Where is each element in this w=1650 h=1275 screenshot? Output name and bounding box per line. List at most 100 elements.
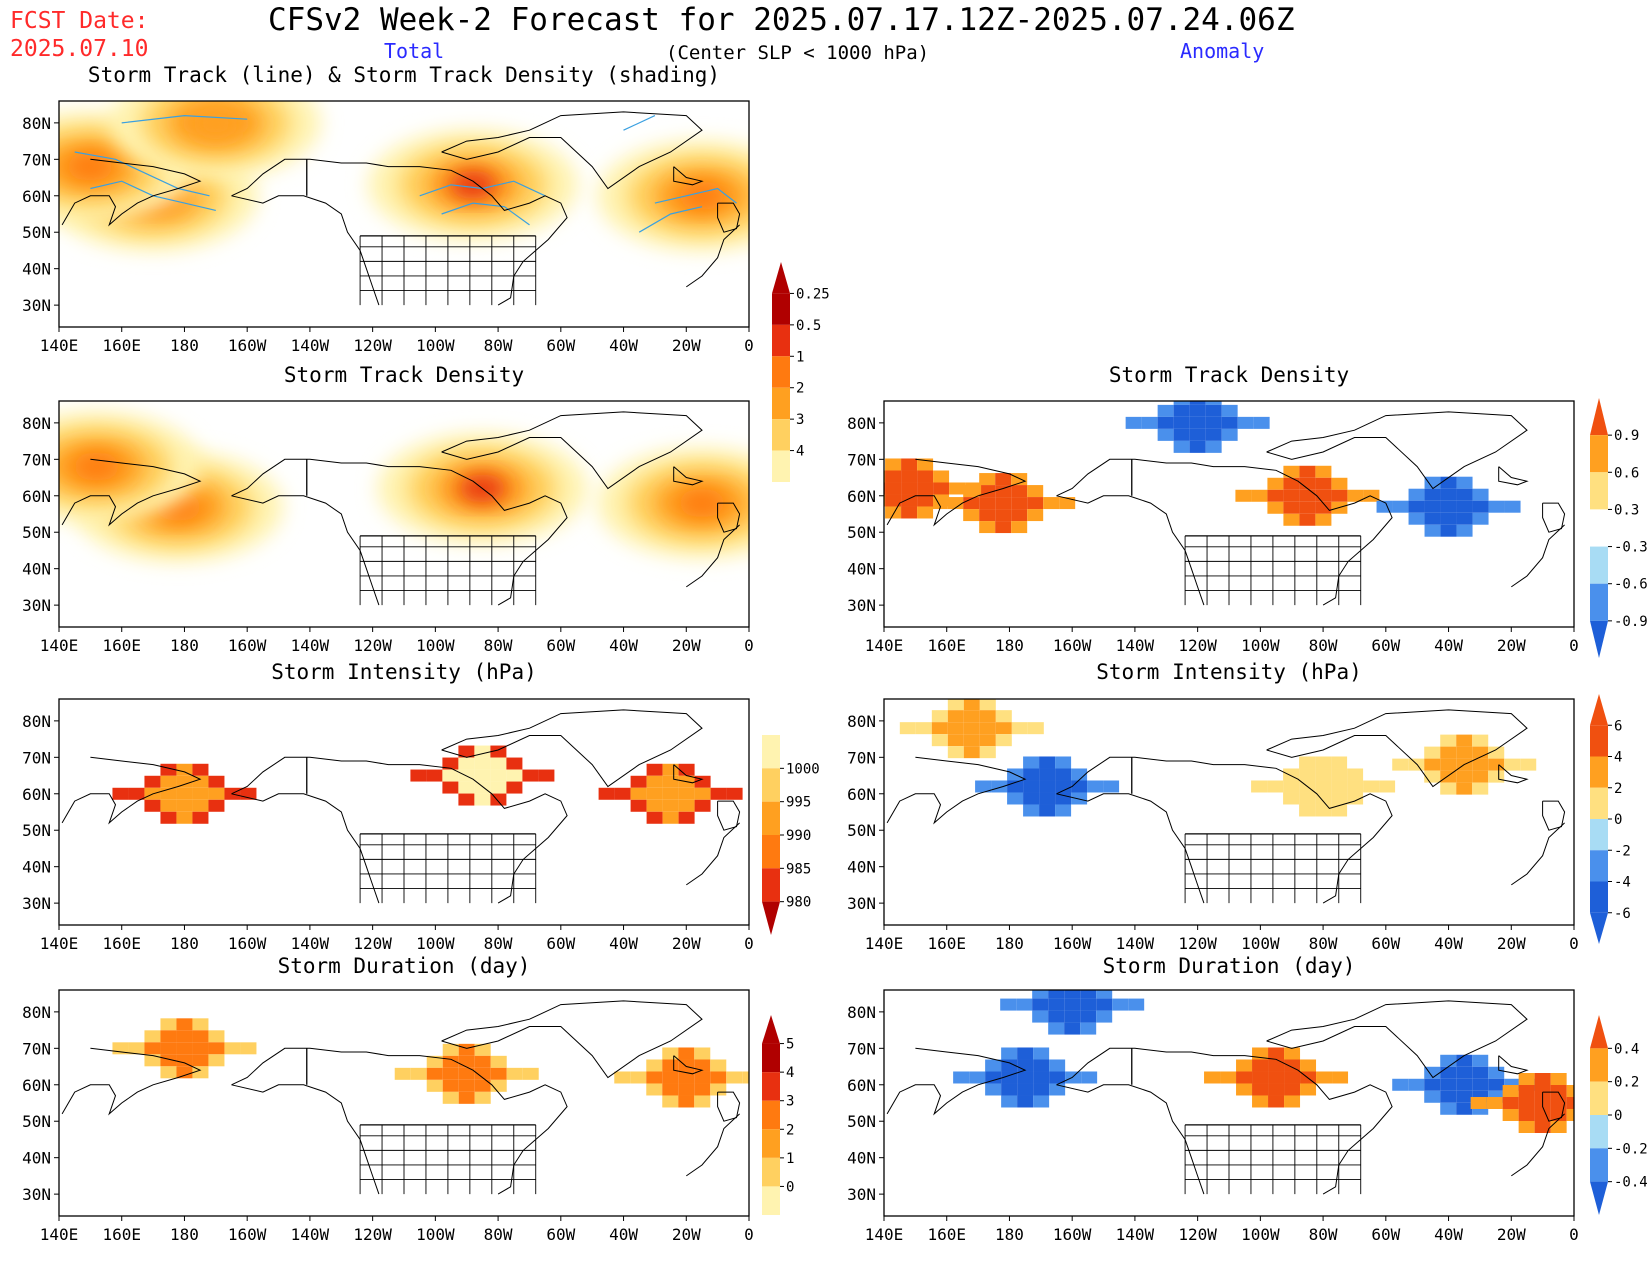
grid-cell xyxy=(1440,746,1457,759)
grid-cell xyxy=(208,1042,225,1055)
grid-cell xyxy=(1456,770,1473,783)
grid-cell xyxy=(931,734,948,747)
grid-cell xyxy=(694,799,711,812)
y-tick-label: 70N xyxy=(22,150,51,169)
coastline xyxy=(717,800,741,831)
grid-cell xyxy=(995,497,1012,510)
grid-cell xyxy=(646,1083,663,1096)
storm-track-line xyxy=(74,151,210,197)
grid-cell xyxy=(1048,998,1065,1011)
colorbar: 6 4 2 0 -2 -4 -6 xyxy=(1590,694,1631,944)
grid-cell xyxy=(176,787,193,800)
grid-cell xyxy=(1299,792,1316,805)
y-tick-label: 70N xyxy=(22,1039,51,1058)
x-tick-label: 120W xyxy=(1178,934,1217,953)
grid-cell xyxy=(1096,1010,1113,1023)
x-tick-label: 40W xyxy=(609,1225,638,1244)
y-tick-label: 80N xyxy=(22,414,51,433)
grid-cell xyxy=(917,506,934,519)
colorbar-segment xyxy=(1590,881,1608,913)
grid-cell xyxy=(1299,804,1316,817)
colorbar-label: 3 xyxy=(786,1094,794,1110)
colorbar-segment xyxy=(762,1100,780,1130)
grid-cell xyxy=(678,1095,695,1108)
grid-cell xyxy=(1408,500,1425,513)
x-tick-label: 160W xyxy=(228,636,267,655)
grid-cell xyxy=(1566,1097,1574,1109)
panel-p7: Storm Duration (day) 140E 160E 180 160W 140W 1… xyxy=(847,954,1648,1244)
x-tick-label: 60W xyxy=(1371,1225,1400,1244)
page-subtitle: (Center SLP < 1000 hPa) xyxy=(666,42,930,64)
panel-frame xyxy=(58,400,750,628)
grid-cell xyxy=(694,1059,711,1072)
coastline xyxy=(1056,756,1393,904)
grid-cell xyxy=(442,757,459,770)
coastline xyxy=(61,756,202,825)
grid-cell xyxy=(160,1054,177,1067)
grid-cell xyxy=(1472,1078,1489,1091)
y-tick-label: 30N xyxy=(22,296,51,315)
grid-cell xyxy=(1347,780,1364,793)
x-tick-label: 140W xyxy=(291,934,330,953)
coastline xyxy=(441,1000,703,1079)
grid-cell xyxy=(1267,477,1284,490)
storm-track-line xyxy=(638,206,703,233)
grid-cell xyxy=(208,799,225,812)
grid-cell xyxy=(1284,1083,1301,1096)
y-tick-label: 80N xyxy=(22,114,51,133)
colorbar-label: -0.4 xyxy=(1614,1175,1648,1191)
grid-cell xyxy=(1331,768,1348,781)
grid-cell xyxy=(646,799,663,812)
grid-cell xyxy=(949,482,966,495)
grid-cell xyxy=(1001,1083,1018,1096)
colorbar-label: 1000 xyxy=(786,761,820,777)
grid-cell xyxy=(1472,1054,1489,1067)
grid-cell xyxy=(1283,501,1300,514)
grid-cell xyxy=(1096,990,1113,999)
grid-cell xyxy=(128,787,145,800)
grid-cell xyxy=(1424,770,1441,783)
fcst-date-value: 2025.07.10 xyxy=(10,36,149,62)
grid-cell xyxy=(985,1083,1002,1096)
colorbar-segment xyxy=(762,1157,780,1187)
grid-cell xyxy=(646,763,663,776)
density-field-core xyxy=(449,170,497,199)
grid-cell xyxy=(1071,792,1088,805)
grid-cell xyxy=(1518,1109,1535,1121)
grid-cell xyxy=(1392,1078,1409,1091)
colorbar-segment xyxy=(1590,1115,1608,1149)
grid-cell xyxy=(1049,1059,1066,1072)
grid-cell xyxy=(1472,1066,1489,1079)
grid-cell xyxy=(1550,1121,1567,1133)
coastline xyxy=(717,202,741,233)
grid-cell xyxy=(160,799,177,812)
grid-cell xyxy=(1424,476,1441,489)
grid-cell xyxy=(1033,1059,1050,1072)
grid-cell xyxy=(1033,1047,1050,1060)
grid-cell xyxy=(917,482,934,495)
grid-cell xyxy=(598,787,615,800)
grid-cell xyxy=(176,1066,193,1079)
y-tick-label: 60N xyxy=(847,1076,876,1095)
x-tick-label: 140E xyxy=(865,934,904,953)
grid-cell xyxy=(1064,998,1081,1011)
x-tick-label: 60W xyxy=(1371,934,1400,953)
grid-cell xyxy=(662,1071,679,1084)
grid-cell xyxy=(963,509,980,522)
x-tick-label: 20W xyxy=(672,934,701,953)
grid-cell xyxy=(1488,1066,1505,1079)
grid-cell xyxy=(192,799,209,812)
grid-cell xyxy=(947,746,964,759)
y-tick-label: 30N xyxy=(847,894,876,913)
colorbar-arrow-top xyxy=(1590,1015,1608,1049)
grid-cell xyxy=(1502,1109,1519,1121)
grid-cell xyxy=(1440,488,1457,501)
grid-cell xyxy=(678,811,695,824)
grid-cell xyxy=(144,1042,161,1055)
grid-cell xyxy=(1550,1085,1567,1097)
grid-cell xyxy=(1205,401,1222,405)
grid-cell xyxy=(1001,1059,1018,1072)
grid-cell xyxy=(1205,416,1222,429)
coastline xyxy=(1498,1055,1529,1075)
